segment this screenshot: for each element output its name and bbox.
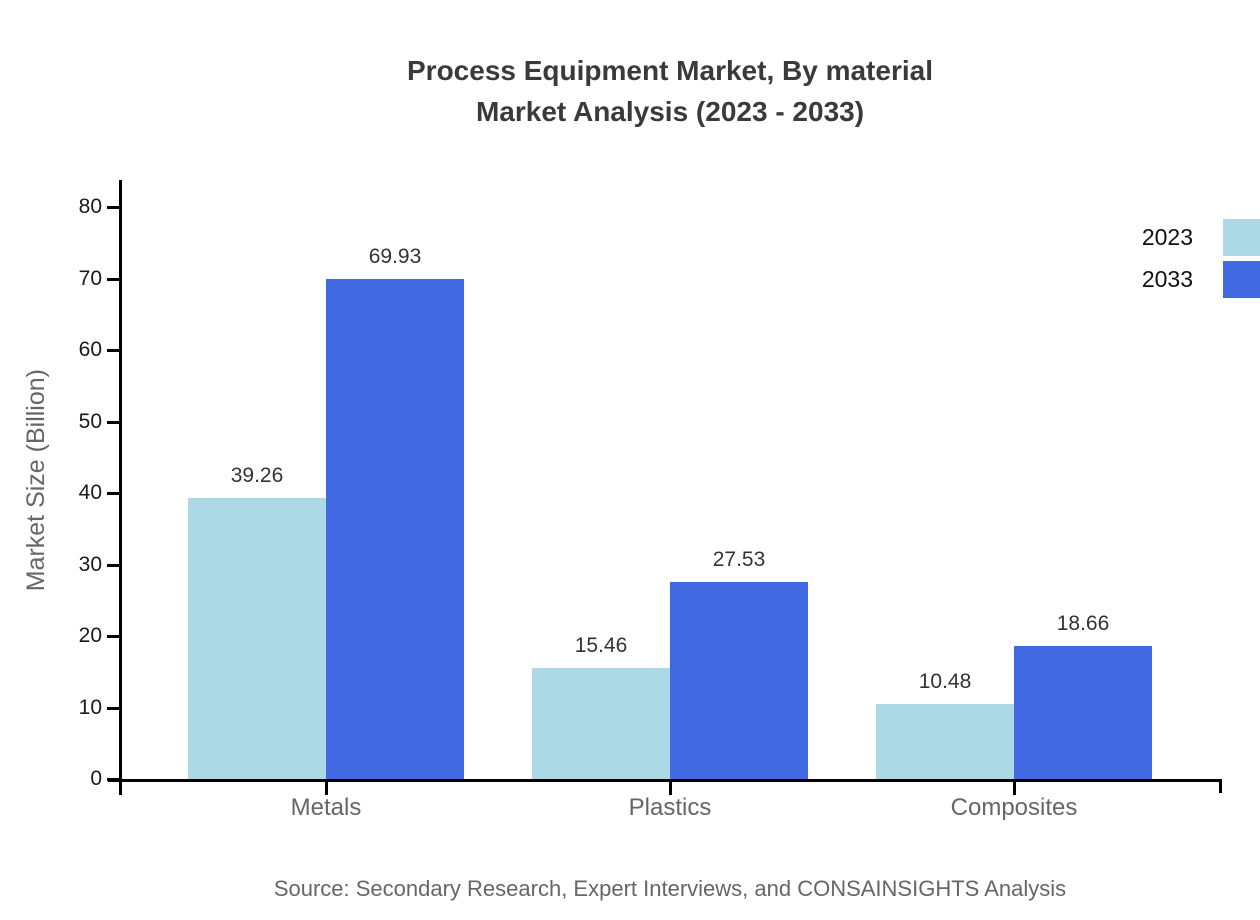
bar-2023-plastics	[532, 668, 670, 779]
bar-2023-metals	[188, 498, 326, 779]
x-tick-mark	[1013, 779, 1016, 795]
legend-label-2023: 2023	[1141, 224, 1193, 250]
bar-2033-plastics	[670, 582, 808, 779]
value-label-2023-composites: 10.48	[918, 670, 972, 693]
x-category-label: Metals	[290, 794, 362, 821]
legend-swatch-2033	[1223, 261, 1260, 298]
legend-item: 2033	[1142, 261, 1260, 298]
chart-title: Process Equipment Market, By material Ma…	[120, 50, 1220, 132]
y-tick-mark	[107, 564, 120, 567]
y-tick-label: 40	[78, 481, 102, 504]
y-tick-mark	[107, 206, 120, 209]
y-tick-label: 20	[78, 624, 102, 647]
x-end-tick-mark	[1219, 779, 1222, 793]
y-tick-mark	[107, 278, 120, 281]
y-tick-mark	[107, 635, 120, 638]
legend-swatch-2023	[1223, 219, 1260, 256]
value-label-2033-plastics: 27.53	[712, 548, 766, 571]
y-tick-mark	[107, 778, 120, 781]
y-tick-label: 10	[78, 696, 102, 719]
bar-2033-metals	[326, 279, 464, 779]
y-tick-mark	[107, 349, 120, 352]
legend: 2023 2033	[1142, 219, 1260, 298]
value-label-2023-metals: 39.26	[230, 464, 284, 487]
chart-title-line1: Process Equipment Market, By material	[407, 55, 933, 86]
chart-title-line2: Market Analysis (2023 - 2033)	[475, 96, 865, 127]
y-tick-label: 70	[78, 267, 102, 290]
bar-2033-composites	[1014, 646, 1152, 779]
y-tick-mark	[107, 707, 120, 710]
bar-2023-composites	[876, 704, 1014, 779]
y-tick-label: 80	[78, 195, 102, 218]
y-tick-label: 60	[78, 338, 102, 361]
source-note: Source: Secondary Research, Expert Inter…	[273, 876, 1067, 901]
y-tick-label: 30	[78, 553, 102, 576]
value-label-2033-metals: 69.93	[368, 245, 422, 268]
x-tick-mark	[669, 779, 672, 795]
x-category-label: Composites	[950, 794, 1078, 821]
value-label-2023-plastics: 15.46	[574, 634, 628, 657]
y-axis-line	[119, 180, 122, 795]
x-category-label: Plastics	[628, 794, 712, 821]
y-tick-label: 0	[90, 767, 102, 790]
value-label-2033-composites: 18.66	[1056, 612, 1110, 635]
legend-label-2033: 2033	[1141, 266, 1193, 292]
y-tick-mark	[107, 421, 120, 424]
y-tick-label: 50	[78, 410, 102, 433]
x-tick-mark	[325, 779, 328, 795]
legend-item: 2023	[1142, 219, 1260, 256]
y-tick-mark	[107, 492, 120, 495]
x-axis-line	[108, 779, 1222, 782]
